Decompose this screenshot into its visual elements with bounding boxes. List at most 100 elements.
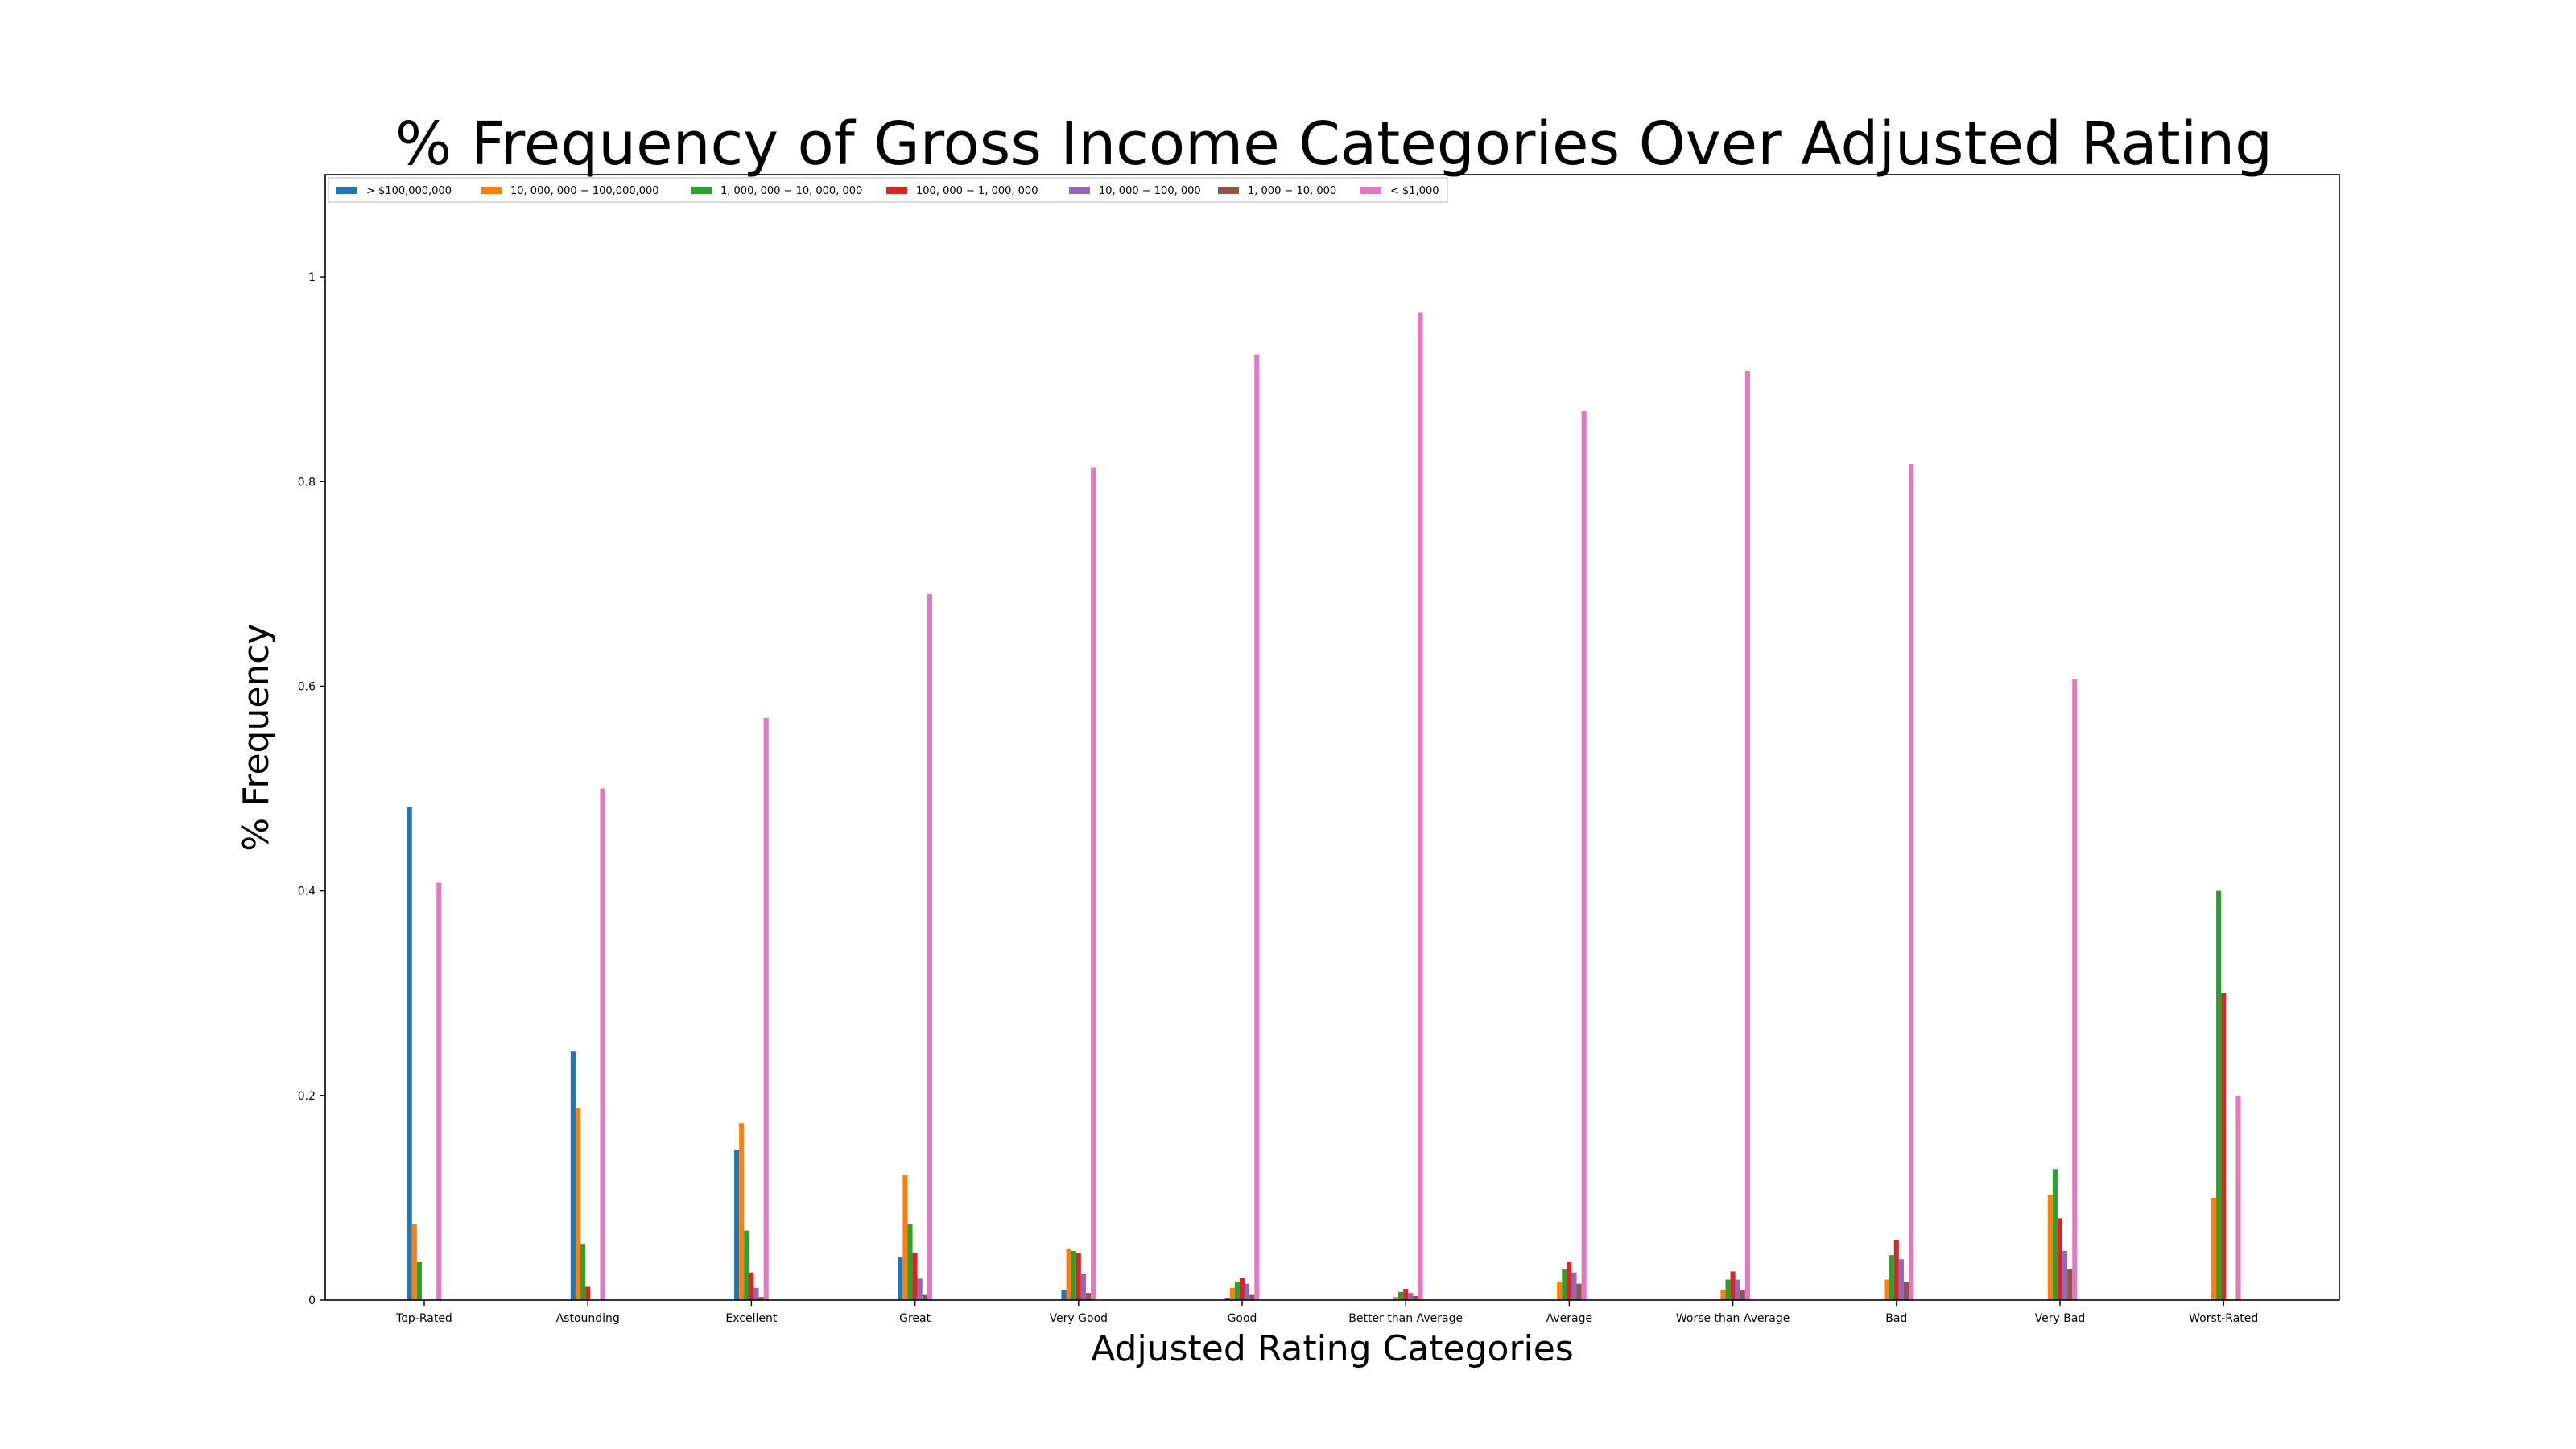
series-3 <box>416 890 2222 1300</box>
bar-4-8 <box>1567 1261 1572 1300</box>
x-tick-label: Worst-Rated <box>2189 1312 2258 1325</box>
bar-2-11 <box>2047 1195 2053 1300</box>
bar-7-5 <box>1091 467 1096 1300</box>
legend-label: 1, 000 − 10, 000 <box>1248 185 1336 197</box>
legend-swatch <box>691 187 712 194</box>
bar-5-10 <box>1898 1259 1904 1300</box>
legend-swatch <box>1360 187 1381 194</box>
bar-7-3 <box>763 717 769 1300</box>
bar-4-2 <box>585 1286 591 1300</box>
bar-7-8 <box>1581 411 1587 1301</box>
bar-6-11 <box>2067 1269 2073 1300</box>
bar-3-5 <box>1071 1251 1076 1300</box>
bar-6-4 <box>922 1294 927 1300</box>
bar-7-6 <box>1254 354 1260 1301</box>
bar-2-6 <box>1229 1287 1235 1300</box>
legend-swatch <box>886 187 907 194</box>
x-axis: Top-Rated Astounding Excellent Great Very Go… <box>395 1300 2258 1325</box>
bar-6-7 <box>1413 1295 1418 1300</box>
x-tick-label: Excellent <box>725 1312 777 1325</box>
bar-7-1 <box>436 882 442 1300</box>
x-tick-label: Very Good <box>1050 1312 1108 1325</box>
bar-1-3 <box>734 1150 740 1300</box>
y-axis: 0 0.2 0.4 0.6 0.8 1 <box>298 271 325 1307</box>
x-tick-label: Average <box>1546 1312 1593 1325</box>
bar-5-11 <box>2062 1251 2068 1300</box>
x-tick-label: Astounding <box>556 1312 620 1325</box>
legend-swatch <box>481 187 502 194</box>
bar-7-12 <box>2235 1095 2241 1300</box>
bar-3-1 <box>416 1261 422 1300</box>
legend-label: 1, 000, 000 − 10, 000, 000 <box>720 185 862 197</box>
y-tick-label: 1 <box>308 271 316 284</box>
bar-2-12 <box>2211 1197 2217 1300</box>
bar-7-11 <box>2072 679 2078 1300</box>
bar-7-10 <box>1909 464 1914 1301</box>
legend-label: > $100,000,000 <box>366 185 452 197</box>
bar-3-4 <box>907 1224 913 1300</box>
y-axis-label: % Frequency <box>236 623 277 851</box>
y-tick-label: 0.2 <box>298 1090 316 1103</box>
bar-6-6 <box>1249 1294 1255 1300</box>
bar-2-9 <box>1720 1290 1726 1300</box>
legend-swatch <box>1218 187 1239 194</box>
bar-3-12 <box>2216 890 2222 1300</box>
bar-2-2 <box>575 1108 581 1300</box>
bar-1-1 <box>407 807 412 1300</box>
plot-area <box>407 312 2241 1301</box>
series-1 <box>407 807 1230 1300</box>
bar-6-10 <box>1903 1282 1909 1300</box>
bar-2-3 <box>739 1123 745 1300</box>
bar-3-10 <box>1889 1255 1894 1300</box>
bar-5-4 <box>917 1278 923 1300</box>
x-tick-label: Good <box>1228 1312 1257 1325</box>
bar-7-7 <box>1418 312 1423 1300</box>
bar-6-9 <box>1740 1290 1745 1300</box>
bar-2-4 <box>902 1174 908 1300</box>
bar-6-8 <box>1576 1283 1582 1300</box>
bar-3-3 <box>744 1230 749 1300</box>
bar-2-10 <box>1884 1279 1889 1300</box>
y-tick-label: 0.6 <box>298 680 316 693</box>
chart-title: % Frequency of Gross Income Categories O… <box>395 109 2273 179</box>
legend-label: 10, 000, 000 − 100,000,000 <box>510 185 659 197</box>
x-tick-label: Top-Rated <box>395 1312 452 1325</box>
legend: > $100,000,000 10, 000, 000 − 100,000,000… <box>328 177 1448 203</box>
x-axis-label: Adjusted Rating Categories <box>1091 1328 1574 1369</box>
bar-5-8 <box>1571 1272 1577 1300</box>
plot-frame <box>324 174 2340 1301</box>
bar-4-7 <box>1403 1289 1409 1300</box>
bar-2-7 <box>1393 1297 1399 1300</box>
y-tick-label: 0.4 <box>298 886 316 898</box>
bar-4-9 <box>1730 1271 1736 1300</box>
bar-6-3 <box>758 1297 764 1300</box>
bar-2-1 <box>411 1224 417 1300</box>
series-7 <box>436 312 2241 1301</box>
series-4 <box>585 993 2227 1300</box>
legend-label: 100, 000 − 1, 000, 000 <box>916 185 1038 197</box>
bar-2-8 <box>1557 1282 1563 1300</box>
bar-3-8 <box>1562 1269 1567 1300</box>
bar-4-3 <box>749 1272 754 1300</box>
bar-3-6 <box>1234 1282 1240 1300</box>
bar-1-2 <box>570 1051 576 1300</box>
bar-4-12 <box>2221 993 2227 1300</box>
bar-5-5 <box>1080 1273 1086 1300</box>
legend-label: 10, 000 − 100, 000 <box>1099 185 1201 197</box>
legend-label: < $1,000 <box>1390 185 1439 197</box>
y-tick-label: 0.8 <box>298 476 316 489</box>
bar-5-6 <box>1245 1283 1250 1300</box>
x-tick-label: Better than Average <box>1348 1312 1463 1325</box>
series-5 <box>753 1251 2068 1300</box>
bar-4-6 <box>1239 1278 1245 1300</box>
bar-5-3 <box>753 1287 759 1300</box>
bar-4-10 <box>1893 1240 1899 1300</box>
legend-swatch <box>336 187 357 194</box>
series-6 <box>758 1269 2073 1300</box>
bar-7-2 <box>600 788 605 1300</box>
bar-3-7 <box>1398 1291 1404 1300</box>
bar-6-5 <box>1085 1293 1092 1300</box>
series-2 <box>411 1108 2217 1300</box>
